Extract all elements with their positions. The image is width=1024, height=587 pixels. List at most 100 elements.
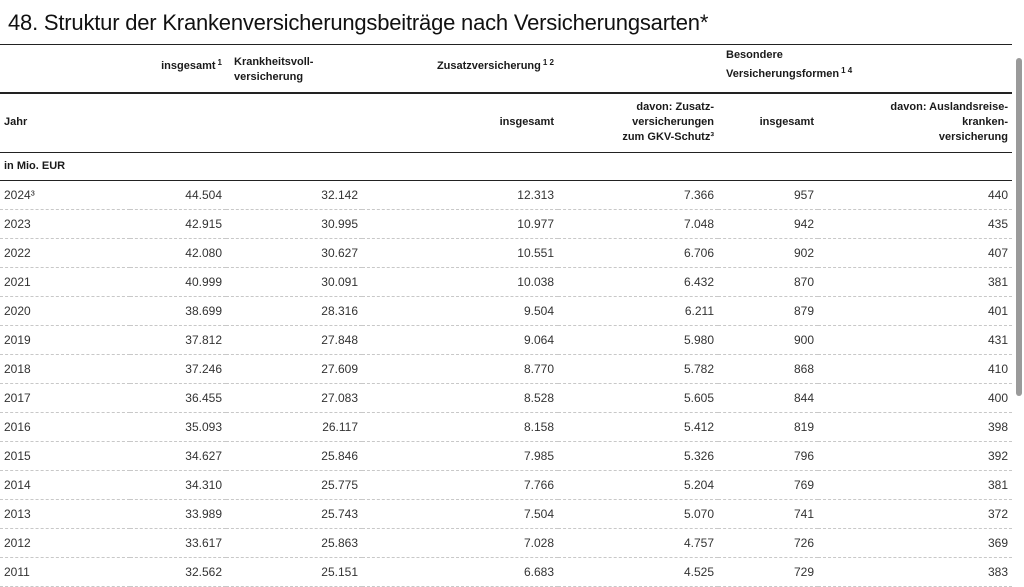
data-row: 2018 37.246 27.609 8.770 5.782 868 410 bbox=[0, 355, 1012, 384]
value-cell: 381 bbox=[987, 275, 1008, 289]
data-row: 2011 32.562 25.151 6.683 4.525 729 383 bbox=[0, 558, 1012, 587]
value-cell: 6.683 bbox=[523, 565, 554, 579]
value-cell: 10.038 bbox=[517, 275, 554, 289]
value-cell: 5.326 bbox=[683, 449, 714, 463]
data-row: 2024³ 44.504 32.142 12.313 7.366 957 440 bbox=[0, 181, 1012, 210]
value-cell: 7.366 bbox=[683, 188, 714, 202]
value-cell: 6.432 bbox=[683, 275, 714, 289]
value-cell: 32.562 bbox=[185, 565, 222, 579]
value-cell: 30.627 bbox=[321, 246, 358, 260]
year-cell: 2022 bbox=[4, 246, 31, 260]
year-cell: 2018 bbox=[4, 362, 31, 376]
value-cell: 729 bbox=[793, 565, 814, 579]
value-cell: 902 bbox=[793, 246, 814, 260]
scrollbar[interactable] bbox=[1016, 58, 1022, 396]
cell bbox=[0, 45, 130, 93]
data-row: 2021 40.999 30.091 10.038 6.432 870 381 bbox=[0, 268, 1012, 297]
year-cell: 2015 bbox=[4, 449, 31, 463]
value-cell: 37.246 bbox=[185, 362, 222, 376]
value-cell: 769 bbox=[793, 478, 814, 492]
value-cell: 42.915 bbox=[185, 217, 222, 231]
value-cell: 30.995 bbox=[321, 217, 358, 231]
value-cell: 34.627 bbox=[185, 449, 222, 463]
value-cell: 33.617 bbox=[185, 536, 222, 550]
data-row: 2019 37.812 27.848 9.064 5.980 900 431 bbox=[0, 326, 1012, 355]
value-cell: 381 bbox=[987, 478, 1008, 492]
header-cell: Besondere Versicherungsformen 1 4 bbox=[718, 45, 1012, 93]
value-cell: 879 bbox=[793, 304, 814, 318]
value-cell: 25.846 bbox=[321, 449, 358, 463]
header-cell: insgesamt 1 bbox=[130, 45, 226, 93]
value-cell: 870 bbox=[793, 275, 814, 289]
value-cell: 5.980 bbox=[683, 333, 714, 347]
value-cell: 431 bbox=[987, 333, 1008, 347]
value-cell: 25.743 bbox=[321, 507, 358, 521]
header-cell: Zusatzversicherung 1 2 bbox=[362, 45, 558, 93]
value-cell: 9.504 bbox=[523, 304, 554, 318]
value-cell: 8.528 bbox=[523, 391, 554, 405]
unit-row: in Mio. EUR bbox=[0, 153, 1012, 181]
value-cell: 5.412 bbox=[683, 420, 714, 434]
value-cell: 5.204 bbox=[683, 478, 714, 492]
value-cell: 32.142 bbox=[321, 188, 358, 202]
value-cell: 392 bbox=[987, 449, 1008, 463]
data-row: 2020 38.699 28.316 9.504 6.211 879 401 bbox=[0, 297, 1012, 326]
value-cell: 7.766 bbox=[523, 478, 554, 492]
value-cell: 30.091 bbox=[321, 275, 358, 289]
value-cell: 435 bbox=[987, 217, 1008, 231]
value-cell: 35.093 bbox=[185, 420, 222, 434]
header-cell: insgesamt bbox=[499, 116, 554, 129]
header-text: Zusatzversicherung bbox=[436, 60, 541, 72]
value-cell: 8.770 bbox=[523, 362, 554, 376]
header-row: Jahr insgesamt davon: Zusatz- versicheru… bbox=[0, 93, 1012, 153]
year-cell: 2013 bbox=[4, 507, 31, 521]
data-row: 2022 42.080 30.627 10.551 6.706 902 407 bbox=[0, 239, 1012, 268]
header-cell: Krankheitsvoll- versicherung bbox=[226, 45, 362, 93]
value-cell: 369 bbox=[987, 536, 1008, 550]
data-row: 2012 33.617 25.863 7.028 4.757 726 369 bbox=[0, 529, 1012, 558]
year-cell: 2016 bbox=[4, 420, 31, 434]
cell bbox=[130, 93, 226, 153]
value-cell: 741 bbox=[793, 507, 814, 521]
value-cell: 4.525 bbox=[683, 565, 714, 579]
value-cell: 25.863 bbox=[321, 536, 358, 550]
footnote: 1 2 bbox=[542, 58, 554, 67]
value-cell: 5.782 bbox=[683, 362, 714, 376]
value-cell: 28.316 bbox=[321, 304, 358, 318]
value-cell: 942 bbox=[793, 217, 814, 231]
value-cell: 33.989 bbox=[185, 507, 222, 521]
value-cell: 38.699 bbox=[185, 304, 222, 318]
value-cell: 957 bbox=[793, 188, 814, 202]
year-cell: 2014 bbox=[4, 478, 31, 492]
data-row: 2017 36.455 27.083 8.528 5.605 844 400 bbox=[0, 384, 1012, 413]
value-cell: 5.070 bbox=[683, 507, 714, 521]
value-cell: 37.812 bbox=[185, 333, 222, 347]
header-row: insgesamt 1 Krankheitsvoll- versicherung … bbox=[0, 44, 1012, 93]
value-cell: 383 bbox=[987, 565, 1008, 579]
value-cell: 27.609 bbox=[321, 362, 358, 376]
value-cell: 7.504 bbox=[523, 507, 554, 521]
value-cell: 726 bbox=[793, 536, 814, 550]
value-cell: 8.158 bbox=[523, 420, 554, 434]
data-row: 2016 35.093 26.117 8.158 5.412 819 398 bbox=[0, 413, 1012, 442]
year-cell: 2011 bbox=[4, 565, 30, 579]
value-cell: 400 bbox=[987, 391, 1008, 405]
value-cell: 5.605 bbox=[683, 391, 714, 405]
year-cell: 2017 bbox=[4, 391, 31, 405]
value-cell: 6.211 bbox=[684, 304, 714, 318]
header-cell: insgesamt bbox=[759, 116, 814, 129]
value-cell: 407 bbox=[987, 246, 1008, 260]
value-cell: 372 bbox=[987, 507, 1008, 521]
value-cell: 12.313 bbox=[517, 188, 554, 202]
footnote: 1 4 bbox=[841, 66, 853, 75]
value-cell: 26.117 bbox=[322, 420, 358, 434]
value-cell: 398 bbox=[987, 420, 1008, 434]
data-row: 2013 33.989 25.743 7.504 5.070 741 372 bbox=[0, 500, 1012, 529]
value-cell: 440 bbox=[987, 188, 1008, 202]
value-cell: 410 bbox=[987, 362, 1008, 376]
data-row: 2023 42.915 30.995 10.977 7.048 942 435 bbox=[0, 210, 1012, 239]
data-table: insgesamt 1 Krankheitsvoll- versicherung … bbox=[0, 44, 1012, 587]
value-cell: 900 bbox=[793, 333, 814, 347]
value-cell: 9.064 bbox=[523, 333, 554, 347]
